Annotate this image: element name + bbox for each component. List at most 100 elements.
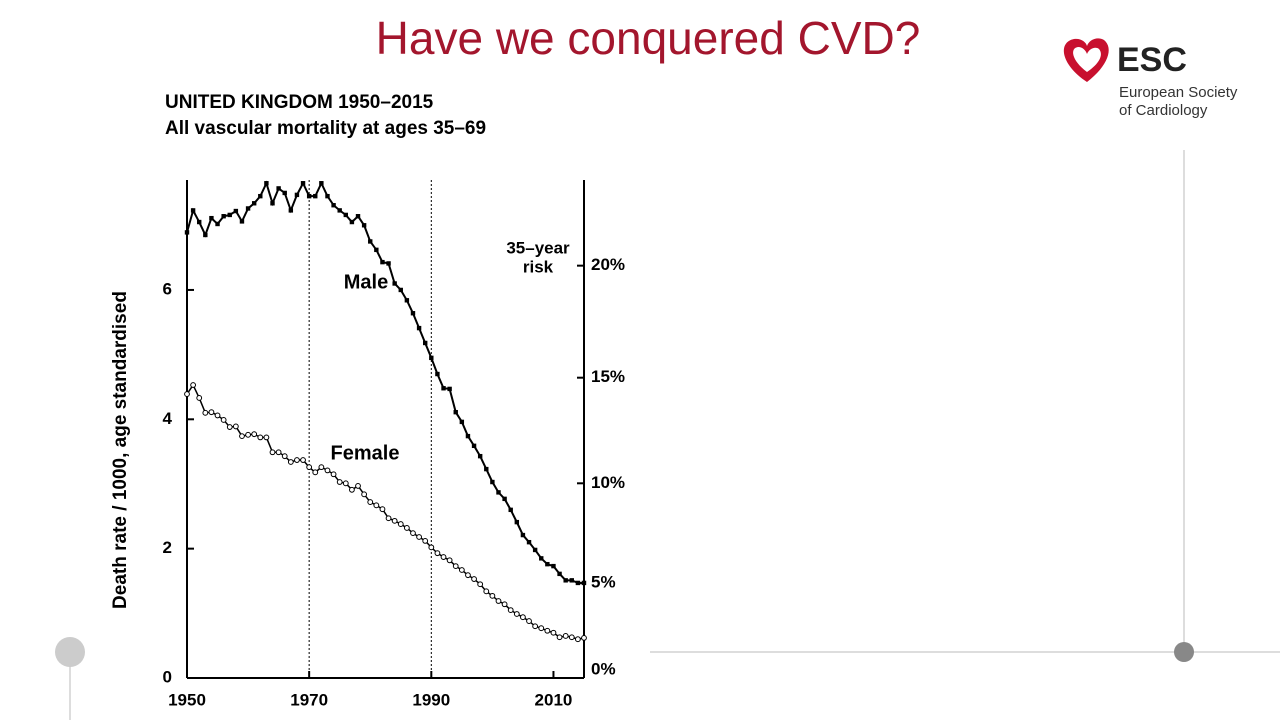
point: [275, 449, 282, 456]
point: [264, 181, 269, 186]
point: [220, 417, 227, 423]
point: [550, 629, 557, 636]
x-tick-label: 1990: [412, 690, 450, 709]
point: [513, 611, 520, 617]
point: [392, 281, 397, 286]
point: [556, 634, 563, 641]
point: [544, 627, 551, 634]
point: [477, 453, 483, 459]
point: [203, 232, 208, 238]
point: [361, 223, 367, 228]
deco-dot: [1174, 642, 1194, 662]
point: [287, 459, 294, 465]
point: [227, 212, 232, 218]
point: [410, 530, 416, 537]
point: [441, 386, 446, 391]
point: [452, 563, 459, 570]
point: [319, 181, 324, 186]
point: [312, 469, 319, 476]
point: [331, 203, 336, 208]
point: [306, 193, 312, 199]
point: [226, 424, 233, 430]
point: [214, 412, 221, 419]
point: [465, 433, 471, 439]
point: [526, 618, 532, 624]
point: [263, 434, 270, 441]
point: [428, 544, 435, 551]
point: [465, 572, 471, 579]
point: [202, 409, 209, 416]
point: [239, 219, 245, 224]
point: [184, 391, 190, 397]
point: [221, 214, 226, 219]
point: [386, 261, 391, 266]
point: [330, 471, 337, 478]
y2-axis-label: 35–year: [506, 238, 570, 257]
point: [440, 554, 447, 560]
point: [429, 355, 434, 361]
point: [562, 633, 569, 639]
point: [276, 186, 281, 191]
point: [495, 598, 502, 604]
x-tick-label: 1950: [168, 690, 206, 709]
logo-text: of Cardiology: [1119, 102, 1208, 119]
point: [520, 532, 526, 538]
point: [483, 588, 490, 595]
point: [538, 625, 545, 632]
point: [435, 371, 440, 377]
point: [294, 192, 300, 198]
y2-axis-label: risk: [523, 257, 554, 276]
y2-tick-label: 20%: [591, 255, 625, 274]
point: [514, 519, 520, 525]
point: [575, 580, 581, 586]
point: [209, 215, 214, 221]
point: [245, 431, 251, 438]
point: [324, 467, 331, 474]
point: [313, 193, 318, 199]
point: [489, 592, 496, 599]
point: [245, 206, 251, 211]
series-label: Male: [344, 271, 388, 293]
point: [416, 325, 422, 331]
chart-title: UNITED KINGDOM 1950–2015: [165, 92, 434, 113]
point: [397, 521, 404, 527]
point: [458, 567, 465, 573]
point: [568, 634, 575, 641]
y2-tick-label: 0%: [591, 659, 616, 678]
point: [190, 208, 196, 213]
point: [197, 219, 202, 225]
point: [325, 193, 330, 199]
point: [190, 382, 197, 388]
point: [251, 431, 258, 438]
deco-dot: [55, 637, 85, 667]
point: [380, 259, 385, 265]
point: [373, 502, 380, 509]
point: [300, 181, 306, 186]
y-tick-label: 2: [163, 538, 172, 557]
point: [484, 466, 489, 472]
point: [349, 486, 355, 493]
point: [501, 601, 508, 608]
point: [233, 208, 239, 214]
point: [251, 201, 257, 206]
point: [490, 479, 495, 485]
x-tick-label: 1970: [290, 690, 328, 709]
point: [471, 443, 477, 449]
point: [342, 480, 349, 487]
point: [343, 212, 348, 218]
point: [367, 499, 374, 505]
point: [282, 190, 287, 196]
point: [269, 449, 276, 456]
point: [520, 614, 526, 621]
point: [563, 578, 568, 583]
point: [459, 419, 465, 425]
point: [196, 395, 203, 401]
point: [281, 453, 288, 460]
point: [410, 311, 416, 316]
point: [574, 636, 581, 643]
point: [581, 635, 587, 641]
point: [239, 433, 245, 440]
y2-tick-label: 5%: [591, 573, 616, 592]
point: [539, 556, 544, 561]
